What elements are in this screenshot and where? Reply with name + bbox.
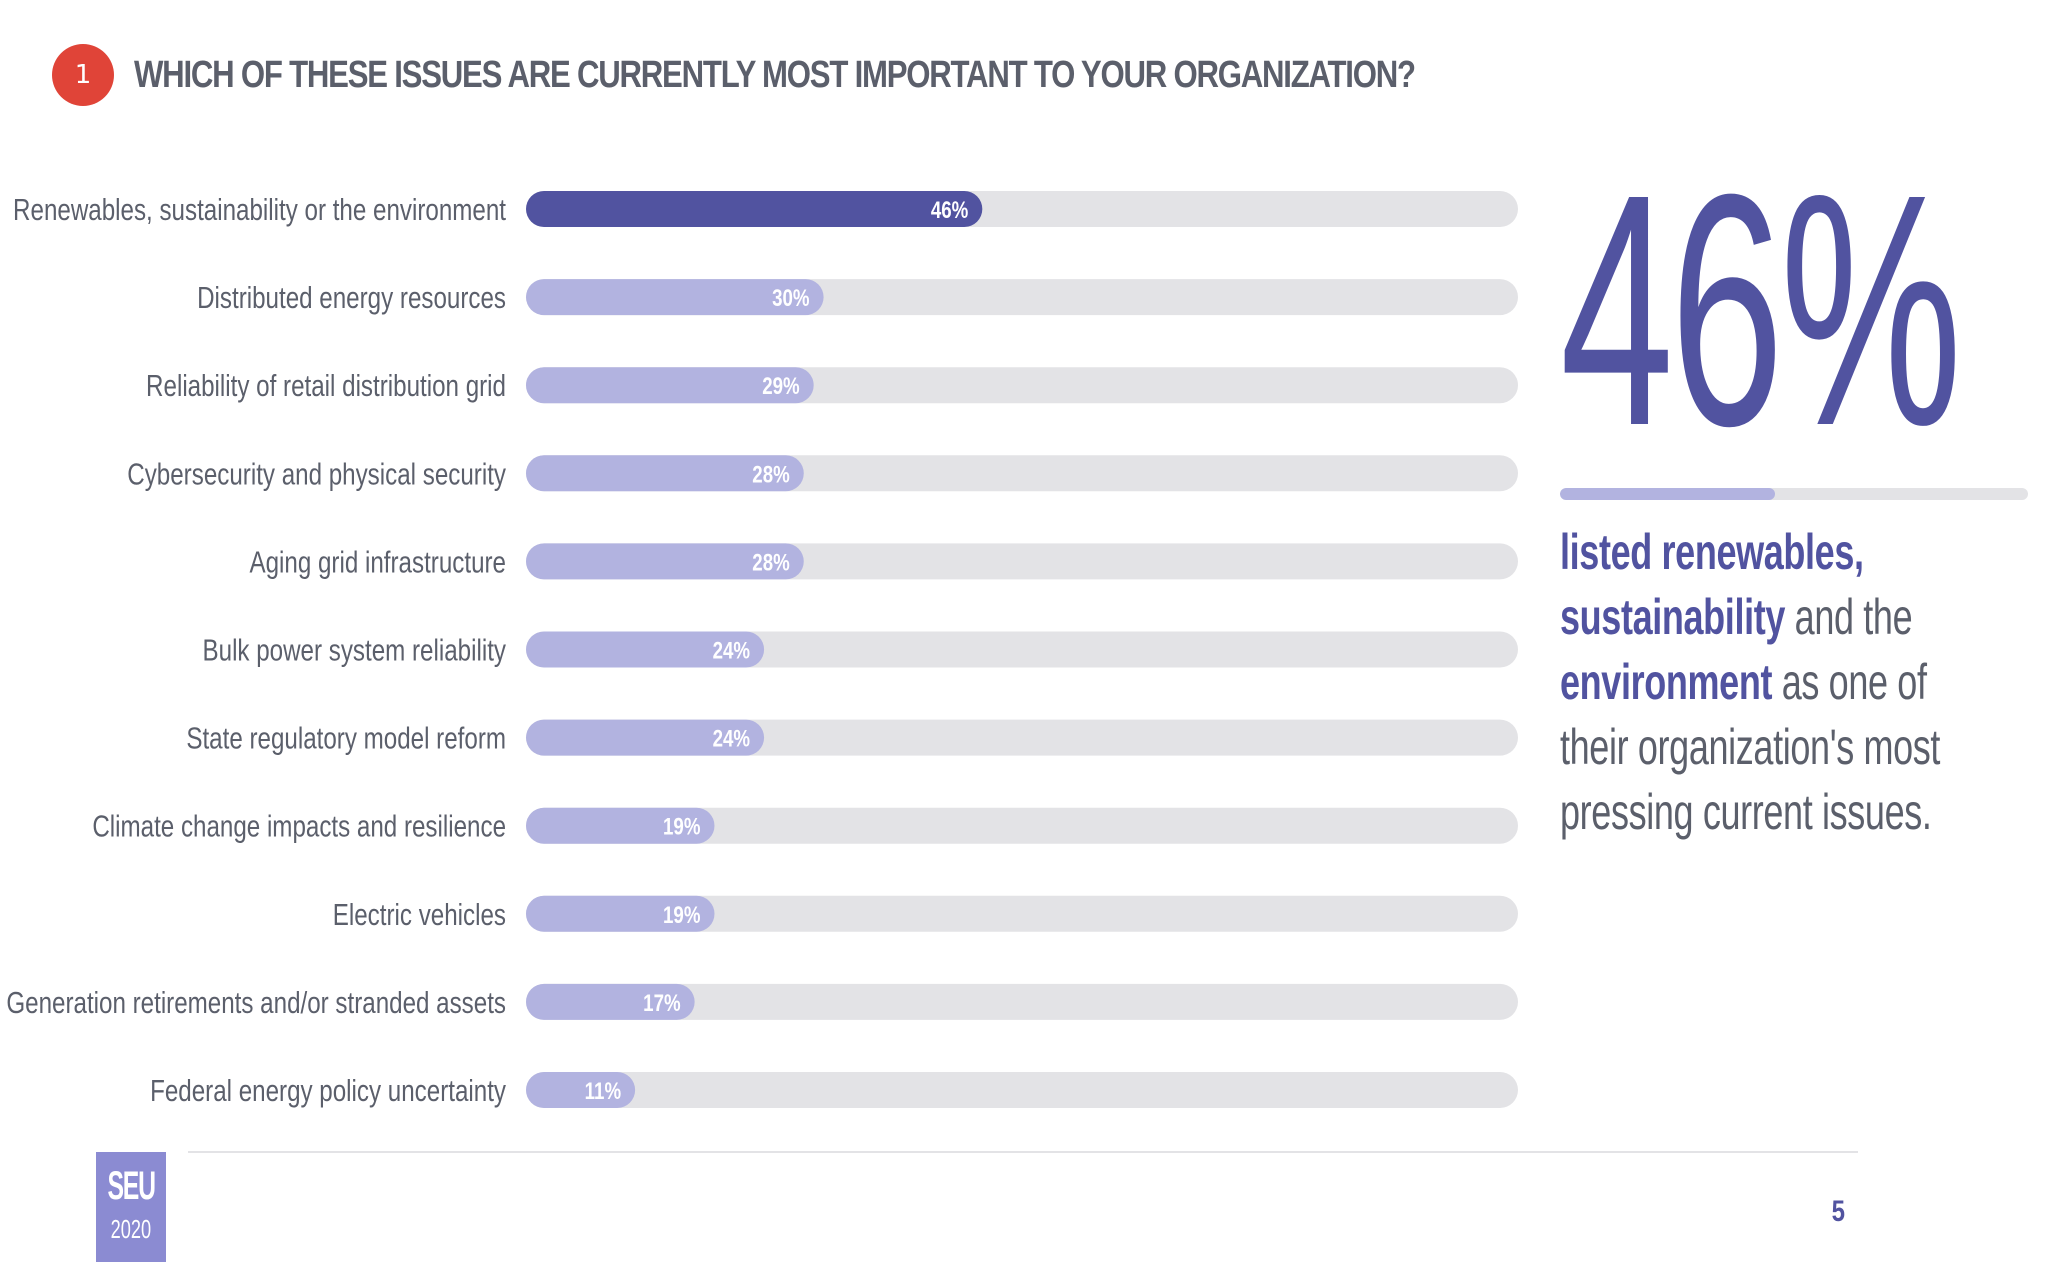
seu-logo: SEU 2020	[96, 1152, 166, 1262]
data-label: 17%	[643, 990, 680, 1017]
bar	[526, 1072, 636, 1108]
bar	[526, 367, 814, 404]
data-label: 28%	[752, 461, 789, 488]
category-label: Generation retirements and/or stranded a…	[6, 985, 506, 1020]
bar-track	[526, 1072, 1518, 1108]
data-label: 19%	[663, 902, 700, 929]
bar	[526, 983, 695, 1020]
data-label: 46%	[931, 197, 968, 224]
question-title: WHICH OF THESE ISSUES ARE CURRENTLY MOST…	[134, 53, 1416, 96]
callout-emphasis-3: environment	[1560, 654, 1773, 710]
data-label: 11%	[585, 1078, 621, 1105]
logo-year: 2020	[110, 1214, 152, 1244]
category-label: Cybersecurity and physical security	[127, 456, 506, 491]
category-label: Renewables, sustainability or the enviro…	[13, 192, 506, 227]
callout-emphasis-1: listed renewables,	[1560, 524, 1864, 580]
bar-track	[526, 631, 1518, 668]
category-label: Distributed energy resources	[197, 280, 506, 315]
data-label: 28%	[752, 549, 789, 576]
question-number-badge: 1	[52, 44, 114, 106]
callout-emphasis-2: sustainability	[1560, 589, 1786, 645]
headline-stat: 46%	[1560, 125, 1962, 494]
bar-track	[526, 719, 1518, 756]
bar	[526, 543, 804, 580]
data-label: 30%	[772, 285, 809, 312]
category-label: Electric vehicles	[333, 897, 506, 932]
bar-track	[526, 895, 1518, 932]
bar	[526, 455, 804, 492]
data-label: 24%	[713, 637, 750, 664]
data-label: 29%	[762, 373, 799, 400]
stat-progress-track	[1560, 488, 2028, 500]
page-header: 1 WHICH OF THESE ISSUES ARE CURRENTLY MO…	[52, 44, 1696, 106]
category-label: Aging grid infrastructure	[249, 545, 506, 580]
callout-text-2: as one of their organization's most pres…	[1560, 654, 1941, 840]
bar	[526, 631, 765, 668]
bar-track	[526, 983, 1518, 1020]
data-label: 19%	[663, 814, 700, 841]
bar-track	[526, 807, 1518, 844]
bar	[526, 719, 765, 756]
bar	[526, 279, 824, 316]
category-label: Reliability of retail distribution grid	[146, 368, 506, 403]
category-label: Bulk power system reliability	[203, 633, 507, 668]
callout-text-1: and the	[1785, 589, 1913, 645]
category-label: Federal energy policy uncertainty	[150, 1073, 506, 1108]
category-label: Climate change impacts and resilience	[92, 809, 506, 844]
bar	[526, 191, 983, 227]
bar	[526, 807, 715, 844]
category-label: State regulatory model reform	[186, 721, 506, 756]
stat-description: listed renewables, sustainability and the…	[1560, 520, 1963, 845]
bar	[526, 895, 715, 932]
bar-chart: Renewables, sustainability or the enviro…	[6, 191, 1518, 1108]
footer-divider	[188, 1151, 1858, 1153]
data-label: 24%	[713, 725, 750, 752]
page-number: 5	[1831, 1195, 1846, 1228]
stat-progress-fill	[1560, 488, 1776, 500]
logo-text: SEU	[107, 1164, 156, 1208]
